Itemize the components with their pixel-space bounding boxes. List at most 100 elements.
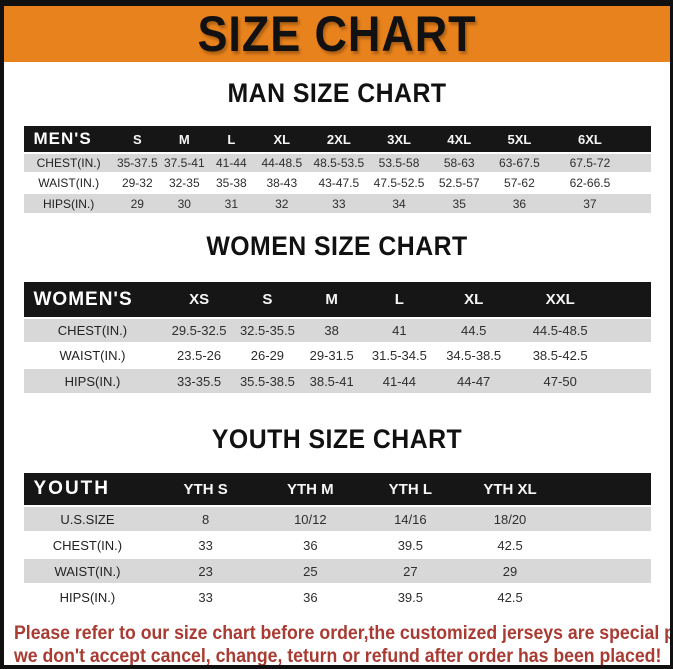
size-value: 38 [324, 323, 339, 338]
size-column-header: YTH S [151, 473, 260, 506]
size-value: 42.5 [497, 590, 523, 605]
table-category-label: WOMEN'S [23, 282, 162, 318]
table-row: HIPS(IN.) 33 36 39.5 42.5 [23, 584, 651, 610]
size-value: 37.5-41 [163, 156, 205, 170]
spacer-cell [630, 126, 651, 153]
measure-row-label: HIPS(IN.) [59, 590, 116, 605]
size-value: 23.5-26 [177, 348, 222, 363]
size-value: 47-50 [543, 373, 577, 389]
size-value: 34 [392, 196, 406, 211]
size-column-header: M [160, 126, 208, 153]
spacer-cell [607, 343, 651, 368]
size-value: 35-38 [215, 176, 247, 190]
size-value: 42.5 [497, 537, 523, 553]
size-value: 33 [332, 196, 346, 211]
size-value: 30 [177, 196, 191, 211]
spacer-cell [607, 368, 651, 393]
size-value: 57-62 [504, 176, 535, 190]
size-value: 38.5-41 [309, 373, 354, 389]
measure-row-label: CHEST(IN.) [52, 537, 123, 553]
poster-title: SIZE CHART [197, 6, 477, 62]
table-row: HIPS(IN.) 33-35.5 35.5-38.5 38.5-41 41-44 44-… [23, 368, 651, 393]
footer-line-1: Please refer to our size chart before or… [14, 623, 673, 644]
size-value: 38.5-42.5 [532, 348, 588, 363]
spacer-cell [560, 532, 650, 558]
size-value: 67.5-72 [569, 156, 611, 170]
size-value: 41-44 [215, 156, 247, 170]
youth-section-heading: YOUTH SIZE CHART [4, 426, 670, 457]
size-value: 26-29 [250, 348, 285, 363]
size-column-header: YTH XL [459, 473, 561, 506]
title-banner: SIZE CHART [4, 6, 670, 62]
size-value: 37 [583, 196, 597, 211]
man-section-heading: MAN SIZE CHART [4, 80, 670, 111]
size-column-header: 5XL [489, 126, 550, 153]
measure-row-label: HIPS(IN.) [64, 373, 121, 389]
size-column-header: S [113, 126, 161, 153]
size-value: 33 [198, 590, 213, 605]
spacer-cell [560, 473, 651, 506]
size-value: 36 [512, 196, 527, 211]
size-value: 52.5-57 [438, 176, 480, 190]
size-value: 41-44 [382, 373, 416, 389]
spacer-cell [560, 558, 650, 584]
size-value: 29-31.5 [309, 348, 354, 363]
size-value: 14/16 [394, 511, 427, 527]
size-value: 62-66.5 [569, 176, 611, 190]
size-column-header: 3XL [368, 126, 430, 153]
size-column-header: L [365, 282, 434, 318]
table-row: CHEST(IN.) 35-37.5 37.5-41 41-44 44-48.5 48.5… [23, 153, 651, 173]
measure-row-label: U.S.SIZE [60, 511, 115, 527]
table-row: WAIST(IN.) 23 25 27 29 [23, 558, 651, 584]
size-value: 33-35.5 [177, 373, 222, 389]
table-header-row: YOUTH YTH S YTH M YTH L YTH XL [23, 473, 651, 506]
youth-section-heading-text: YOUTH SIZE CHART [211, 424, 463, 454]
mens-size-table: MEN'S S M L XL 2XL 3XL 4XL 5XL 6XL CHEST(IN.) 35-3… [23, 126, 651, 213]
size-value: 34.5-38.5 [446, 348, 502, 363]
size-value: 44.5-48.5 [532, 323, 588, 338]
measure-row-label: WAIST(IN.) [59, 348, 126, 363]
size-value: 39.5 [397, 590, 423, 605]
table-row: CHEST(IN.) 29.5-32.5 32.5-35.5 38 41 44.5 44.5… [23, 318, 651, 343]
spacer-cell [560, 584, 650, 610]
size-value: 58-63 [443, 156, 475, 170]
size-value: 36 [303, 590, 318, 605]
footer-notice: Please refer to our size chart before or… [4, 622, 673, 665]
measure-row-label: WAIST(IN.) [54, 563, 121, 579]
size-value: 43-47.5 [318, 176, 360, 190]
size-column-header: M [298, 282, 366, 318]
size-value: 23 [198, 563, 213, 579]
measure-row-label: HIPS(IN.) [42, 196, 95, 211]
size-value: 32 [275, 196, 289, 211]
spacer-cell [607, 318, 651, 343]
table-category-label: MEN'S [23, 126, 114, 153]
size-value: 27 [403, 563, 418, 579]
table-header-row: MEN'S S M L XL 2XL 3XL 4XL 5XL 6XL [23, 126, 651, 153]
measure-row-label: CHEST(IN.) [36, 156, 101, 170]
size-value: 32.5-35.5 [239, 323, 295, 338]
size-value: 29-32 [121, 176, 153, 190]
size-column-header: XL [254, 126, 309, 153]
size-column-header: XS [161, 282, 237, 318]
spacer-cell [630, 193, 650, 213]
measure-row-label: WAIST(IN.) [38, 176, 100, 190]
youth-size-table: YOUTH YTH S YTH M YTH L YTH XL U.S.SIZE 8 10/1… [23, 473, 651, 610]
size-column-header: YTH L [360, 473, 460, 506]
size-column-header: XXL [513, 282, 607, 318]
size-value: 36 [303, 537, 318, 553]
size-value: 44-47 [457, 373, 491, 389]
size-value: 47.5-52.5 [373, 176, 425, 190]
size-value: 38-43 [266, 176, 298, 190]
table-row: U.S.SIZE 8 10/12 14/16 18/20 [23, 506, 651, 532]
table-header-row: WOMEN'S XS S M L XL XXL [23, 282, 651, 318]
size-value: 44-48.5 [261, 156, 303, 170]
size-column-header: 6XL [549, 126, 631, 153]
size-value: 18/20 [493, 511, 527, 527]
size-value: 29 [502, 563, 518, 579]
size-value: 63-67.5 [499, 156, 540, 170]
size-value: 35-37.5 [116, 156, 158, 170]
size-value: 48.5-53.5 [313, 156, 365, 170]
size-value: 29.5-32.5 [171, 323, 227, 338]
size-value: 41 [392, 323, 407, 338]
